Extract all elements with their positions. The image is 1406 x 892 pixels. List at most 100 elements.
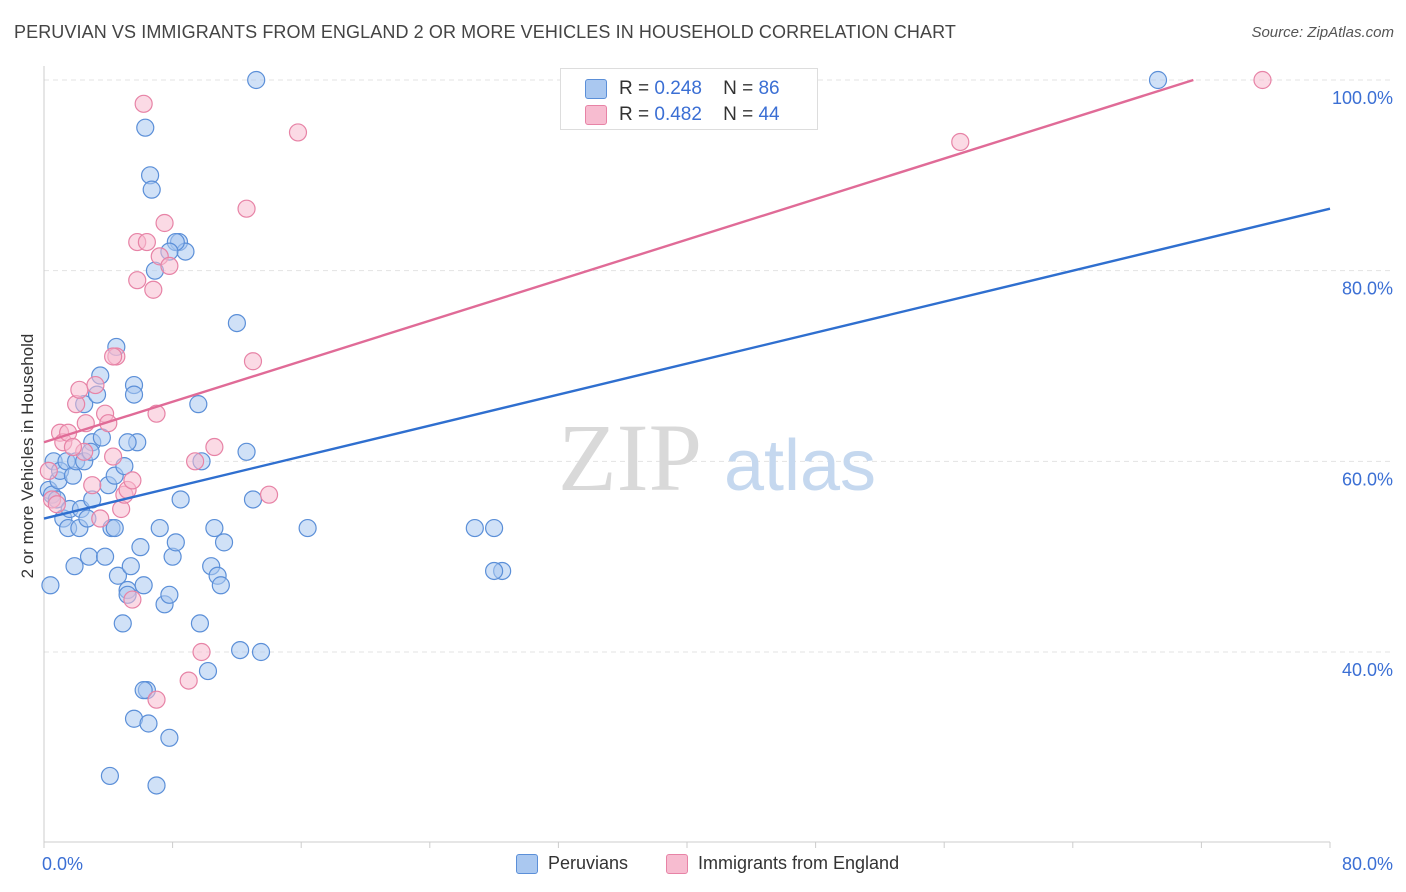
england-swatch bbox=[585, 105, 607, 125]
peruvians-point bbox=[227, 314, 246, 333]
england-point bbox=[104, 347, 123, 366]
peruvians-point bbox=[211, 576, 230, 595]
england-point bbox=[186, 452, 205, 471]
peruvians-point bbox=[231, 640, 250, 660]
peruvians-legend-swatch bbox=[516, 854, 538, 874]
peruvians-point bbox=[100, 766, 120, 786]
watermark: ZIP atlas bbox=[558, 404, 876, 511]
peruvians-point bbox=[131, 538, 150, 557]
x-tick-label-max: 80.0% bbox=[1342, 854, 1393, 874]
n-label: N = bbox=[723, 78, 754, 99]
watermark-atlas: atlas bbox=[724, 426, 876, 506]
peruvians-point bbox=[166, 533, 185, 552]
england-point bbox=[83, 476, 102, 495]
peruvians-r-value: 0.248 bbox=[654, 78, 702, 99]
peruvians-point bbox=[171, 490, 190, 509]
peruvians-n-value: 86 bbox=[758, 78, 780, 99]
england-point bbox=[155, 213, 174, 233]
peruvians-point bbox=[108, 566, 128, 585]
y-tick-label: 60.0% bbox=[1342, 469, 1393, 489]
peruvians-point bbox=[41, 576, 60, 595]
peruvians-point bbox=[465, 518, 484, 538]
peruvians-legend-label: Peruvians bbox=[548, 853, 629, 873]
england-point bbox=[192, 642, 211, 662]
peruvians-point bbox=[214, 533, 234, 552]
peruvians-point bbox=[136, 118, 155, 137]
trend-lines bbox=[43, 78, 1331, 520]
peruvians-point bbox=[247, 70, 266, 90]
r-label: R = bbox=[619, 78, 650, 99]
peruvians-point bbox=[205, 518, 224, 538]
england-point bbox=[39, 461, 58, 480]
source-label: Source: ZipAtlas.com bbox=[1251, 24, 1394, 41]
tick-labels: 40.0% 60.0% 80.0% 100.0% 0.0% 80.0% bbox=[42, 88, 1393, 874]
england-point bbox=[123, 471, 142, 490]
peruvians-point bbox=[121, 557, 140, 576]
england-point bbox=[237, 199, 256, 218]
england-trend-line bbox=[43, 78, 1194, 444]
peruvians-point bbox=[150, 518, 169, 538]
england-point bbox=[259, 485, 279, 504]
england-point bbox=[104, 447, 123, 466]
england-point bbox=[63, 437, 83, 457]
stats-legend: R = 0.248 N = 86 R = 0.482 N = 44 bbox=[560, 68, 818, 130]
england-point bbox=[951, 132, 970, 152]
england-n-value: 44 bbox=[758, 104, 780, 125]
x-tick-label-min: 0.0% bbox=[42, 854, 83, 874]
n-label: N = bbox=[723, 104, 754, 125]
peruvians-swatch bbox=[585, 79, 607, 99]
england-r-value: 0.482 bbox=[654, 104, 702, 125]
peruvians-point bbox=[298, 518, 317, 538]
peruvians-point bbox=[113, 614, 132, 633]
england-point bbox=[47, 495, 66, 514]
england-point bbox=[86, 375, 105, 395]
chart-title: PERUVIAN VS IMMIGRANTS FROM ENGLAND 2 OR… bbox=[14, 22, 956, 42]
y-tick-label: 80.0% bbox=[1342, 279, 1393, 299]
peruvians-point bbox=[485, 518, 504, 538]
peruvians-point bbox=[189, 395, 208, 414]
peruvians-point bbox=[485, 561, 504, 581]
england-point bbox=[128, 271, 147, 290]
peruvians-point bbox=[160, 728, 179, 747]
peruvians-point bbox=[1148, 70, 1168, 90]
peruvians-point bbox=[198, 661, 218, 681]
england-point bbox=[1253, 70, 1272, 90]
england-point bbox=[123, 590, 142, 609]
peruvians-point bbox=[118, 433, 137, 452]
peruvians-point bbox=[65, 557, 84, 576]
peruvians-point bbox=[134, 576, 153, 595]
england-point bbox=[137, 232, 156, 252]
peruvians-point bbox=[95, 547, 115, 566]
peruvians-point bbox=[147, 776, 166, 795]
peruvians-trend-line bbox=[43, 207, 1331, 520]
england-point bbox=[147, 690, 166, 709]
watermark-zip: ZIP bbox=[558, 404, 702, 511]
peruvians-point bbox=[124, 385, 144, 404]
axes bbox=[43, 66, 1331, 848]
england-points bbox=[39, 70, 1272, 709]
england-point bbox=[144, 280, 163, 299]
y-tick-label: 40.0% bbox=[1342, 660, 1393, 680]
peruvians-point bbox=[134, 681, 153, 700]
peruvians-point bbox=[237, 442, 256, 461]
peruvians-point bbox=[79, 547, 99, 566]
england-point bbox=[147, 404, 166, 423]
england-point bbox=[134, 94, 153, 113]
england-point bbox=[160, 256, 179, 275]
peruvians-point bbox=[142, 180, 161, 199]
peruvians-point bbox=[105, 518, 124, 538]
england-point bbox=[288, 123, 308, 142]
peruvians-point bbox=[243, 490, 263, 509]
peruvians-point bbox=[190, 614, 210, 633]
england-point bbox=[243, 352, 263, 371]
england-legend-swatch bbox=[666, 854, 688, 874]
peruvians-point bbox=[139, 714, 158, 733]
peruvians-point bbox=[160, 585, 179, 604]
peruvians-point bbox=[251, 642, 271, 662]
england-point bbox=[91, 509, 110, 528]
england-point bbox=[70, 380, 89, 399]
r-label: R = bbox=[619, 104, 650, 125]
england-legend-label: Immigrants from England bbox=[698, 853, 900, 873]
england-point bbox=[179, 671, 198, 690]
